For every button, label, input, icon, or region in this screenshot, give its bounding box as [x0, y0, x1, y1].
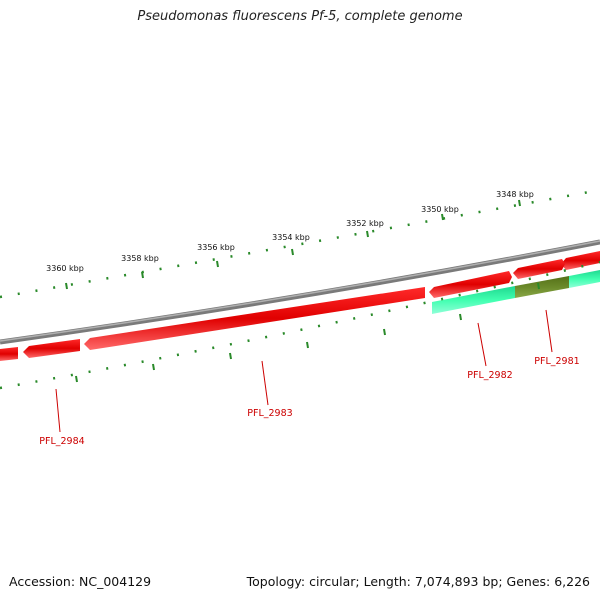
leader-line-pfl-2981: [545, 309, 553, 353]
major-tick: [65, 282, 68, 290]
major-tick: [141, 271, 144, 279]
inner-major-tick: [229, 352, 232, 360]
gene-feature-pfl-2984[interactable]: [23, 339, 80, 358]
inner-major-tick: [152, 363, 155, 371]
tick-label-3360: 3360 kbp: [46, 264, 84, 273]
gene-feature[interactable]: [0, 347, 18, 361]
accession-text: Accession: NC_004129: [9, 574, 152, 589]
tick-label-3358: 3358 kbp: [121, 254, 159, 263]
gene-label-pfl-2984: PFL_2984: [39, 436, 84, 447]
genome-summary-text: Topology: circular; Length: 7,074,893 bp…: [246, 574, 590, 589]
inner-major-tick: [459, 313, 462, 321]
inner-major-tick: [75, 375, 78, 383]
inner-major-tick: [537, 282, 540, 290]
gene-label-pfl-2983: PFL_2983: [247, 408, 292, 419]
major-tick: [518, 199, 521, 207]
gene-label-pfl-2981: PFL_2981: [534, 356, 579, 367]
gene-label-pfl-2982: PFL_2982: [467, 370, 512, 381]
tick-label-3350: 3350 kbp: [421, 205, 459, 214]
gene-feature-pfl-2982[interactable]: [432, 286, 515, 314]
gene-feature-pfl-2983[interactable]: [84, 287, 425, 350]
leader-line-pfl-2983: [261, 360, 269, 406]
tick-label-3356: 3356 kbp: [197, 243, 235, 252]
major-tick: [216, 260, 219, 268]
tick-label-3352: 3352 kbp: [346, 219, 384, 228]
major-tick: [366, 230, 369, 238]
tick-label-3354: 3354 kbp: [272, 233, 310, 242]
leader-line-pfl-2984: [55, 388, 61, 433]
gene-feature[interactable]: [561, 251, 600, 270]
major-tick: [291, 248, 294, 256]
inner-major-tick: [383, 328, 386, 336]
gene-feature-pfl-2981-overlap[interactable]: [515, 276, 569, 298]
major-tick: [441, 213, 444, 221]
gene-feature[interactable]: [513, 259, 565, 279]
gene-feature-pfl-2981[interactable]: [569, 270, 600, 288]
gene-feature[interactable]: [429, 271, 512, 298]
inner-major-tick: [306, 341, 309, 349]
tick-label-3348: 3348 kbp: [496, 190, 534, 199]
leader-line-pfl-2982: [477, 322, 487, 367]
map-title: Pseudomonas fluorescens Pf-5, complete g…: [137, 9, 463, 24]
genome-backbone: [0, 239, 600, 345]
